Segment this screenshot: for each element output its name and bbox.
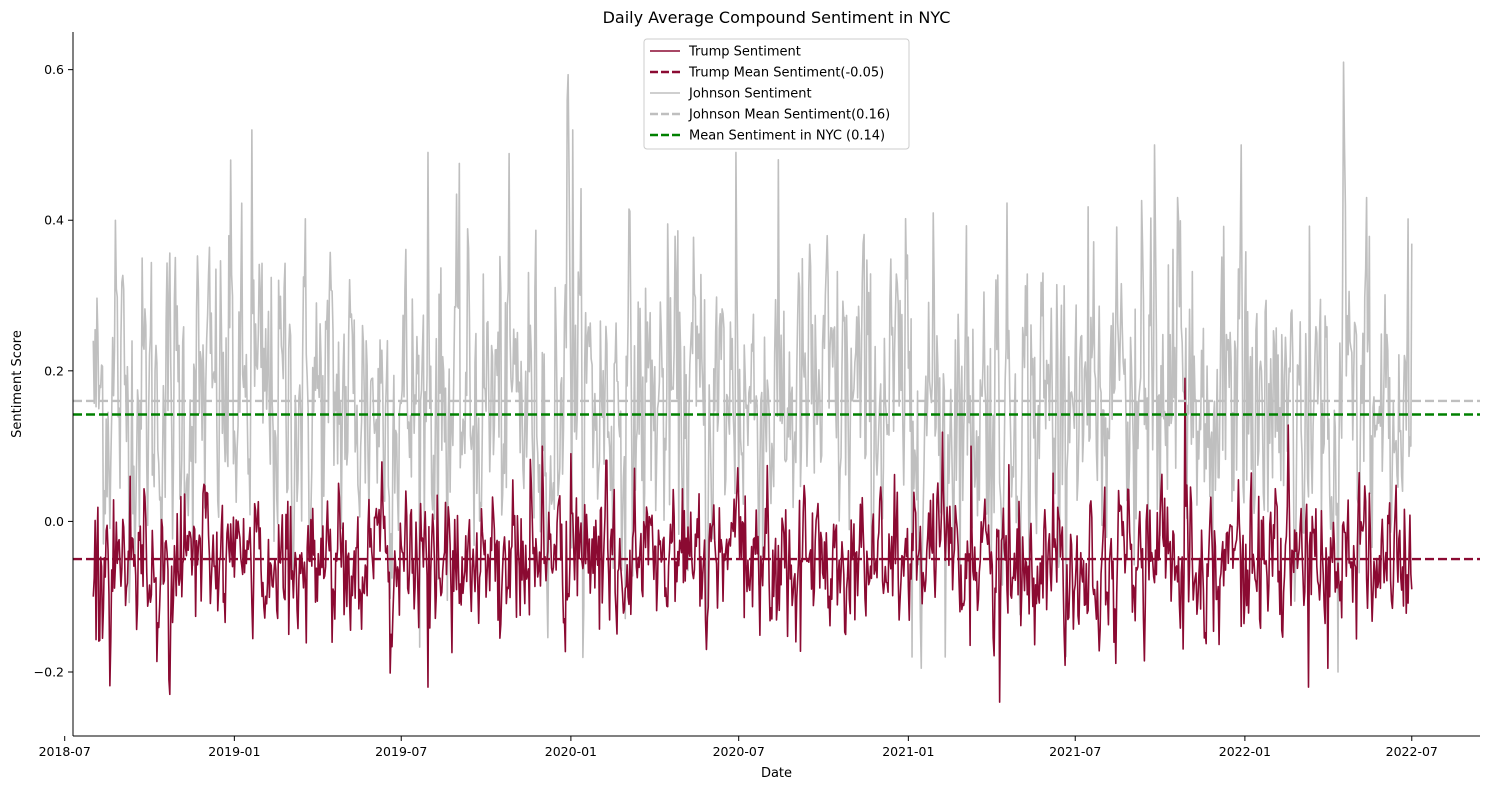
legend: Trump Sentiment Trump Mean Sentiment(-0.0… bbox=[643, 38, 910, 150]
x-tick-label: 2021-07 bbox=[1049, 744, 1101, 759]
x-tick-label: 2019-07 bbox=[375, 744, 427, 759]
legend-label: Trump Mean Sentiment(-0.05) bbox=[688, 66, 884, 81]
legend-frame bbox=[643, 38, 910, 150]
legend-label: Mean Sentiment in NYC (0.14) bbox=[689, 129, 885, 144]
x-axis-label: Date bbox=[761, 766, 792, 781]
mean-lines-layer bbox=[73, 399, 1480, 561]
legend-label: Johnson Mean Sentiment(0.16) bbox=[688, 108, 890, 123]
legend-label: Trump Sentiment bbox=[688, 45, 801, 60]
x-tick-label: 2018-07 bbox=[39, 744, 91, 759]
series-layer bbox=[92, 61, 1413, 703]
axes-layer: 2018-07 2019-01 2019-07 2020-01 2020-07 2021-… bbox=[34, 32, 1480, 759]
y-tick-label: 0.6 bbox=[44, 62, 64, 77]
chart-title: Daily Average Compound Sentiment in NYC bbox=[603, 8, 951, 27]
y-axis-label: Sentiment Score bbox=[10, 330, 25, 438]
series-line-trump-sentiment bbox=[92, 377, 1413, 703]
x-tick-label: 2020-07 bbox=[713, 744, 765, 759]
y-tick-label: −0.2 bbox=[34, 665, 64, 680]
y-tick-label: 0.0 bbox=[44, 514, 64, 529]
x-tick-label: 2020-01 bbox=[545, 744, 597, 759]
series-line-johnson-sentiment bbox=[92, 61, 1413, 673]
x-tick-label: 2019-01 bbox=[208, 744, 260, 759]
y-tick-label: 0.4 bbox=[44, 213, 64, 228]
x-tick-label: 2022-07 bbox=[1386, 744, 1438, 759]
x-tick-label: 2021-01 bbox=[882, 744, 934, 759]
legend-label: Johnson Sentiment bbox=[688, 87, 812, 102]
y-tick-label: 0.2 bbox=[44, 363, 64, 378]
x-tick-label: 2022-01 bbox=[1219, 744, 1271, 759]
